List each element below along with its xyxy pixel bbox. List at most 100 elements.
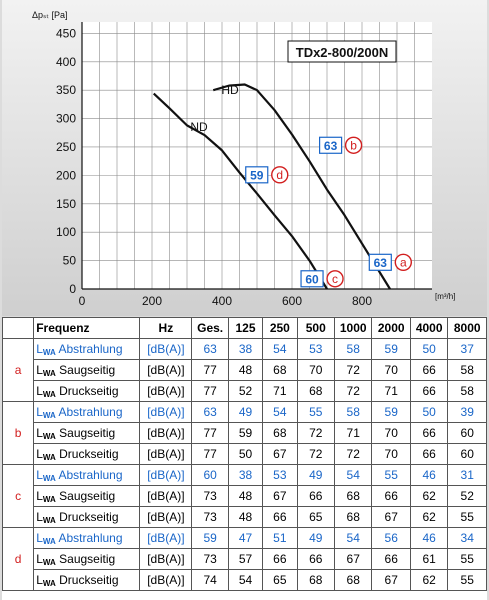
header-4000: 4000 bbox=[409, 317, 449, 339]
table-cell: 68 bbox=[333, 506, 373, 528]
chart-title-box bbox=[287, 40, 397, 63]
row-label-prefix: L bbox=[36, 488, 43, 503]
table-cell: 54 bbox=[227, 569, 264, 591]
group-letter: b bbox=[1, 401, 35, 465]
table-cell: 48 bbox=[227, 485, 264, 507]
table-cell: 72 bbox=[296, 422, 335, 444]
y-tick-label: 250 bbox=[56, 140, 76, 154]
row-unit: [dB(A)] bbox=[139, 422, 193, 444]
table-cell: 62 bbox=[409, 569, 449, 591]
header-1000: 1000 bbox=[333, 317, 373, 339]
row-label-prefix: L bbox=[36, 425, 43, 440]
row-unit: [dB(A)] bbox=[139, 506, 193, 528]
table-row: a LWA Abstrahlung [dB(A)] 63 38 54 53 58 59 50 37 bbox=[1, 338, 487, 402]
table-cell: 38 bbox=[227, 338, 264, 360]
y-axis-label: Δpₛₜ [Pa] bbox=[32, 10, 68, 20]
table-cell: 65 bbox=[296, 506, 335, 528]
row-label-subscript: WA bbox=[42, 368, 56, 378]
table-cell: 68 bbox=[333, 485, 373, 507]
row-label-subscript: WA bbox=[42, 536, 56, 546]
y-tick-label: 150 bbox=[56, 197, 76, 211]
table-cell: 66 bbox=[296, 485, 335, 507]
row-label-name: Saugseitig bbox=[59, 425, 116, 440]
x-tick-label: 0 bbox=[79, 294, 86, 308]
row-unit: [dB(A)] bbox=[139, 338, 193, 360]
table-cell: 58 bbox=[333, 401, 373, 423]
table-cell: 74 bbox=[191, 569, 229, 591]
x-tick-label: 800 bbox=[352, 294, 372, 308]
table-cell: 48 bbox=[227, 359, 264, 381]
table-cell: 47 bbox=[227, 527, 264, 549]
table-cell: 70 bbox=[371, 359, 411, 381]
row-label-subscript: WA bbox=[42, 557, 56, 567]
table-cell: 70 bbox=[371, 422, 411, 444]
row-label-prefix: L bbox=[36, 341, 43, 356]
y-tick-label: 100 bbox=[56, 225, 76, 239]
table-cell: 70 bbox=[296, 359, 335, 381]
table-cell: 59 bbox=[371, 338, 411, 360]
chart-title: TDx2-800/200N bbox=[296, 45, 389, 60]
table-cell: 66 bbox=[262, 548, 298, 570]
table-cell: 66 bbox=[409, 422, 449, 444]
table-cell: 59 bbox=[371, 401, 411, 423]
row-label: LWA Druckseitig bbox=[33, 569, 141, 591]
table-cell: 66 bbox=[296, 548, 335, 570]
operating-point-marker bbox=[326, 270, 344, 288]
table-cell: 68 bbox=[296, 569, 335, 591]
sound-power-table-panel: Frequenz Hz Ges. 125 250 500 1000 2000 4… bbox=[1, 317, 487, 600]
row-label-name: Abstrahlung bbox=[58, 341, 123, 356]
table-row: LWA Saugseitig [dB(A)] 77 48 68 70 72 70 66 58 bbox=[3, 359, 487, 381]
table-cell: 54 bbox=[262, 401, 298, 423]
table-cell: 55 bbox=[447, 506, 487, 528]
row-label-name: Saugseitig bbox=[59, 488, 116, 503]
operating-point-value-box bbox=[319, 136, 343, 154]
table-cell: 73 bbox=[191, 485, 229, 507]
table-cell: 72 bbox=[333, 359, 373, 381]
row-label-name: Saugseitig bbox=[59, 362, 116, 377]
row-label: LWA Druckseitig bbox=[33, 506, 141, 528]
table-row: c LWA Abstrahlung [dB(A)] 60 38 53 49 54 55 46 31 bbox=[1, 464, 487, 528]
header-8000: 8000 bbox=[447, 317, 487, 339]
table-cell: 71 bbox=[333, 422, 373, 444]
row-label-subscript: WA bbox=[42, 347, 56, 357]
row-label: LWA Abstrahlung bbox=[33, 401, 141, 423]
table-cell: 50 bbox=[409, 338, 449, 360]
row-label: LWA Abstrahlung bbox=[33, 338, 141, 360]
table-row: LWA Druckseitig [dB(A)] 74 54 65 68 68 67 62 55 bbox=[3, 569, 487, 591]
table-cell: 55 bbox=[447, 569, 487, 591]
operating-point-marker bbox=[344, 136, 363, 154]
table-cell: 67 bbox=[371, 569, 411, 591]
group-letter: d bbox=[1, 527, 35, 591]
x-axis-label: [m³/h] bbox=[435, 292, 455, 301]
y-tick-label: 400 bbox=[56, 55, 76, 69]
row-label: LWA Abstrahlung bbox=[33, 464, 141, 486]
row-label-name: Druckseitig bbox=[59, 446, 119, 461]
row-label: LWA Druckseitig bbox=[33, 380, 141, 402]
series-label-hd: HD bbox=[221, 83, 239, 97]
header-2000: 2000 bbox=[371, 317, 411, 339]
y-tick-label: 300 bbox=[56, 112, 76, 126]
table-cell: 34 bbox=[447, 527, 487, 549]
table-cell: 53 bbox=[262, 464, 298, 486]
table-cell: 68 bbox=[296, 380, 335, 402]
row-unit: [dB(A)] bbox=[139, 569, 193, 591]
row-label-subscript: WA bbox=[42, 494, 56, 504]
row-unit: [dB(A)] bbox=[139, 380, 193, 402]
row-label-prefix: L bbox=[36, 572, 43, 587]
table-cell: 49 bbox=[296, 527, 335, 549]
table-cell: 71 bbox=[371, 380, 411, 402]
row-label-name: Druckseitig bbox=[59, 509, 119, 524]
table-cell: 37 bbox=[447, 338, 487, 360]
row-label: LWA Druckseitig bbox=[33, 443, 141, 465]
table-cell: 59 bbox=[227, 422, 264, 444]
operating-point-value: 59 bbox=[250, 168, 264, 182]
row-label: LWA Saugseitig bbox=[33, 485, 141, 507]
operating-point-letter: b bbox=[350, 138, 357, 152]
fan-curve-chart: 0 50 100 150 200 250 300 350 400 450 0 200 400 600 800… bbox=[32, 10, 455, 308]
row-label-prefix: L bbox=[36, 404, 43, 419]
table-cell: 55 bbox=[447, 548, 487, 570]
operating-point-marker bbox=[271, 166, 289, 184]
table-row: LWA Druckseitig [dB(A)] 77 50 67 72 72 70 66 60 bbox=[3, 443, 487, 465]
row-label-subscript: WA bbox=[42, 452, 56, 462]
table-cell: 67 bbox=[371, 506, 411, 528]
